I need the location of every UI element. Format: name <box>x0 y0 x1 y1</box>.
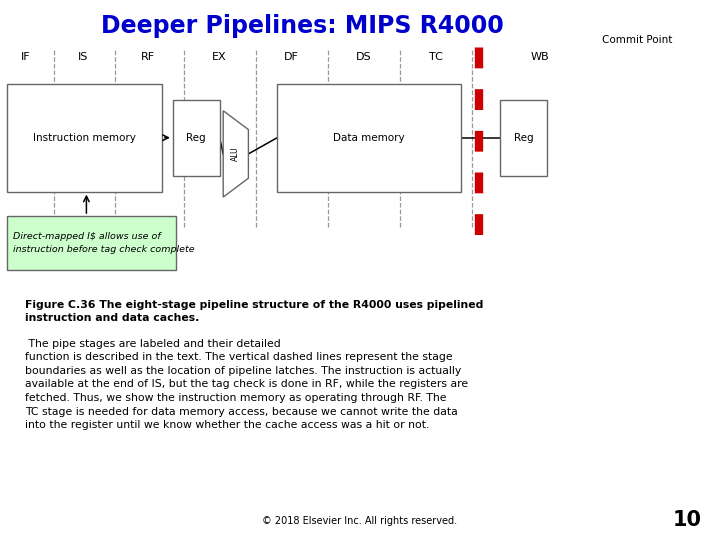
Text: IS: IS <box>78 52 88 62</box>
Text: The pipe stages are labeled and their detailed
function is described in the text: The pipe stages are labeled and their de… <box>25 339 468 430</box>
Text: Data memory: Data memory <box>333 133 405 143</box>
Bar <box>277 84 461 192</box>
Bar <box>500 100 547 176</box>
Text: © 2018 Elsevier Inc. All rights reserved.: © 2018 Elsevier Inc. All rights reserved… <box>262 516 458 526</box>
Text: Reg: Reg <box>514 133 534 143</box>
Text: DF: DF <box>284 52 299 62</box>
Text: Deeper Pipelines: MIPS R4000: Deeper Pipelines: MIPS R4000 <box>101 14 504 37</box>
Text: Reg: Reg <box>186 133 206 143</box>
Text: Figure C.36 The eight-stage pipeline structure of the R4000 uses pipelined
instr: Figure C.36 The eight-stage pipeline str… <box>25 300 484 323</box>
Text: 10: 10 <box>673 510 702 530</box>
Text: Direct-mapped I$ allows use of
instruction before tag check complete: Direct-mapped I$ allows use of instructi… <box>13 232 194 254</box>
Polygon shape <box>223 111 248 197</box>
Text: Commit Point: Commit Point <box>602 35 672 45</box>
Text: Instruction memory: Instruction memory <box>33 133 136 143</box>
Text: EX: EX <box>212 52 227 62</box>
Text: ALU: ALU <box>231 146 240 161</box>
Text: IF: IF <box>20 52 30 62</box>
Bar <box>7 84 162 192</box>
Text: DS: DS <box>356 52 372 62</box>
Bar <box>173 100 220 176</box>
Text: RF: RF <box>140 52 155 62</box>
Text: WB: WB <box>531 52 549 62</box>
Bar <box>7 216 176 270</box>
Text: TC: TC <box>428 52 443 62</box>
